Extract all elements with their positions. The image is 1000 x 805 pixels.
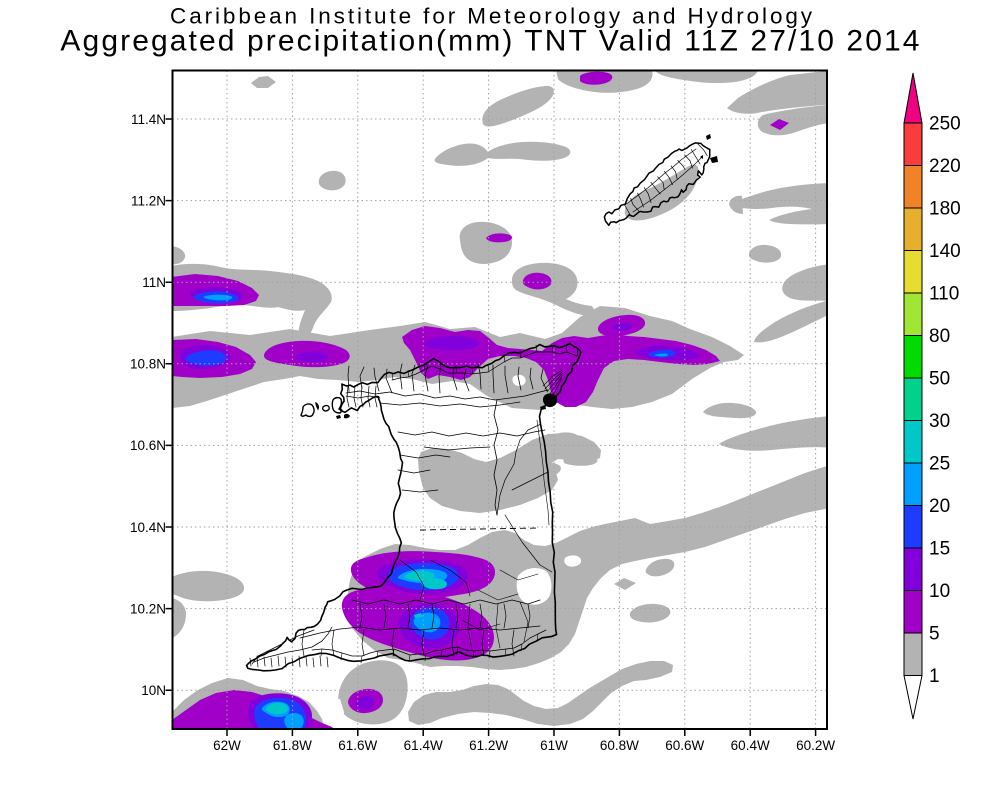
svg-text:60.8W: 60.8W bbox=[600, 738, 639, 753]
svg-text:11.4N: 11.4N bbox=[131, 112, 166, 127]
svg-text:220: 220 bbox=[929, 156, 961, 177]
svg-text:10.4N: 10.4N bbox=[130, 520, 166, 535]
svg-text:10.2N: 10.2N bbox=[130, 601, 166, 616]
svg-text:15: 15 bbox=[929, 539, 950, 560]
svg-text:61.8W: 61.8W bbox=[273, 738, 312, 753]
svg-text:62W: 62W bbox=[213, 738, 241, 753]
svg-text:250: 250 bbox=[929, 114, 961, 135]
svg-text:60.2W: 60.2W bbox=[796, 738, 835, 753]
svg-text:180: 180 bbox=[929, 199, 961, 220]
svg-text:80: 80 bbox=[929, 326, 950, 347]
svg-text:Caribbean Institute for Meteor: Caribbean Institute for Meteorology and … bbox=[170, 4, 815, 29]
svg-text:Aggregated precipitation(mm) T: Aggregated precipitation(mm) TNT Valid 1… bbox=[60, 25, 921, 58]
svg-text:10N: 10N bbox=[141, 683, 166, 698]
svg-text:25: 25 bbox=[929, 454, 950, 475]
svg-text:61W: 61W bbox=[540, 738, 568, 753]
svg-text:140: 140 bbox=[929, 241, 961, 262]
svg-text:20: 20 bbox=[929, 496, 950, 517]
svg-text:61.2W: 61.2W bbox=[469, 738, 508, 753]
svg-text:110: 110 bbox=[929, 284, 959, 305]
svg-text:50: 50 bbox=[929, 369, 950, 390]
svg-text:61.4W: 61.4W bbox=[404, 738, 443, 753]
svg-text:10: 10 bbox=[929, 581, 950, 602]
svg-text:11.2N: 11.2N bbox=[131, 193, 166, 208]
svg-text:60.6W: 60.6W bbox=[665, 738, 704, 753]
svg-text:30: 30 bbox=[929, 411, 950, 432]
svg-text:11N: 11N bbox=[142, 275, 166, 290]
svg-text:61.6W: 61.6W bbox=[338, 738, 377, 753]
svg-text:60.4W: 60.4W bbox=[731, 738, 770, 753]
svg-text:10.8N: 10.8N bbox=[130, 357, 166, 372]
svg-text:5: 5 bbox=[929, 624, 940, 645]
svg-text:10.6N: 10.6N bbox=[130, 438, 166, 453]
svg-text:1: 1 bbox=[929, 666, 940, 687]
